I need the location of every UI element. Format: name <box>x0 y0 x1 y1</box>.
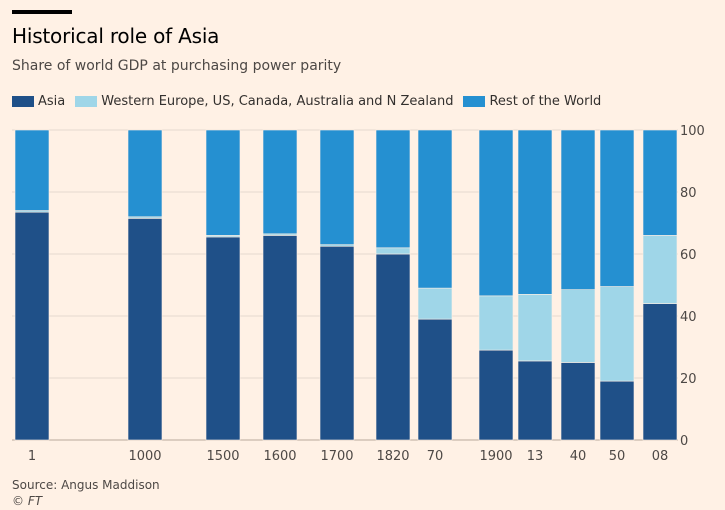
bar-segment <box>517 294 553 362</box>
bar-segment <box>319 245 355 441</box>
ft-credit: © FT <box>12 494 43 508</box>
y-tick-label: 40 <box>680 310 697 325</box>
bar-segment <box>417 318 453 441</box>
bar-segment <box>478 129 514 297</box>
x-tick-label: 1 <box>28 449 36 464</box>
bar-segment <box>127 218 163 441</box>
bar-segment <box>375 253 411 441</box>
x-tick-label: 70 <box>427 449 444 464</box>
x-tick-label: 13 <box>527 449 544 464</box>
bar-segment <box>417 287 453 320</box>
bar-segment <box>375 247 411 255</box>
y-tick-label: 80 <box>680 186 697 201</box>
stacked-bar-chart: 0 20 40 60 80 100 1 1000 1500 1600 1700 1820 70 1900 1… <box>12 124 705 464</box>
legend-label-western: Western Europe, US, Canada, Australia an… <box>101 94 454 109</box>
bar-segment <box>319 129 355 245</box>
x-tick-label: 1500 <box>206 449 239 464</box>
bar-segment <box>262 235 298 441</box>
bar-segment <box>599 129 635 287</box>
legend-item-asia: Asia <box>12 94 65 109</box>
legend-swatch-western <box>75 96 98 107</box>
bar-segment <box>642 129 678 236</box>
brand-rule <box>12 10 72 14</box>
x-tick-label: 40 <box>570 449 587 464</box>
x-tick-label: 50 <box>609 449 626 464</box>
legend-swatch-asia <box>12 96 34 107</box>
bar-segment <box>517 129 553 295</box>
source-note: Source: Angus Maddison <box>12 478 160 492</box>
bar-segment <box>417 129 453 289</box>
bar-segment <box>375 129 411 249</box>
bar-segment <box>205 236 241 441</box>
bar-segment <box>14 211 50 441</box>
x-tick-label: 1000 <box>128 449 161 464</box>
y-tick-label: 20 <box>680 372 697 387</box>
chart-legend: Asia Western Europe, US, Canada, Austral… <box>12 94 601 109</box>
legend-item-rest: Rest of the World <box>463 94 601 109</box>
legend-label-asia: Asia <box>38 94 66 109</box>
bar-segment <box>478 295 514 351</box>
legend-item-western: Western Europe, US, Canada, Australia an… <box>75 94 453 109</box>
bar-segment <box>478 349 514 441</box>
y-tick-label: 0 <box>680 434 688 449</box>
bar-segment <box>560 289 596 363</box>
y-tick-label: 100 <box>680 124 705 139</box>
bar-segment <box>560 362 596 441</box>
chart-title: Historical role of Asia <box>12 24 220 48</box>
x-tick-label: 1700 <box>320 449 353 464</box>
x-tick-label: 08 <box>652 449 669 464</box>
bar-segment <box>127 129 163 218</box>
bar-segment <box>560 129 596 290</box>
legend-swatch-rest <box>463 96 486 107</box>
bar-segment <box>14 129 50 211</box>
legend-label-rest: Rest of the World <box>489 94 602 109</box>
x-tick-label: 1820 <box>376 449 409 464</box>
bar-segment <box>599 286 635 382</box>
x-tick-label: 1900 <box>479 449 512 464</box>
y-tick-label: 60 <box>680 248 697 263</box>
bar-segment <box>205 129 241 236</box>
bar-segment <box>517 360 553 441</box>
bar-segment <box>599 380 635 441</box>
x-tick-label: 1600 <box>263 449 296 464</box>
bar-segment <box>262 129 298 235</box>
bar-segment <box>642 303 678 441</box>
bar-segment <box>642 235 678 304</box>
chart-subtitle: Share of world GDP at purchasing power p… <box>12 58 342 74</box>
